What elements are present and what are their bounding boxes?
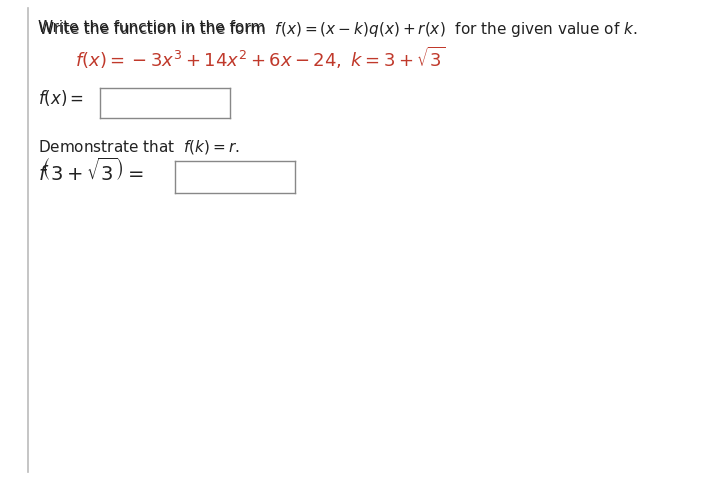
Text: $f(x) = -3x^3 + 14x^2 + 6x - 24, \  k = 3 + \sqrt{3}$: $f(x) = -3x^3 + 14x^2 + 6x - 24, \ k = 3… xyxy=(75,45,445,71)
Text: $f(x) =$: $f(x) =$ xyxy=(38,88,84,108)
Text: Write the function in the form: Write the function in the form xyxy=(38,20,275,35)
Text: Write the function in the form  $f(x) = (x - k)q(x) + r(x)$  for the given value: Write the function in the form $f(x) = (… xyxy=(38,20,637,39)
Text: $f\!\left(3 + \sqrt{3}\right) =$: $f\!\left(3 + \sqrt{3}\right) =$ xyxy=(38,158,144,185)
Text: Demonstrate that  $f(k) = r$.: Demonstrate that $f(k) = r$. xyxy=(38,138,240,156)
